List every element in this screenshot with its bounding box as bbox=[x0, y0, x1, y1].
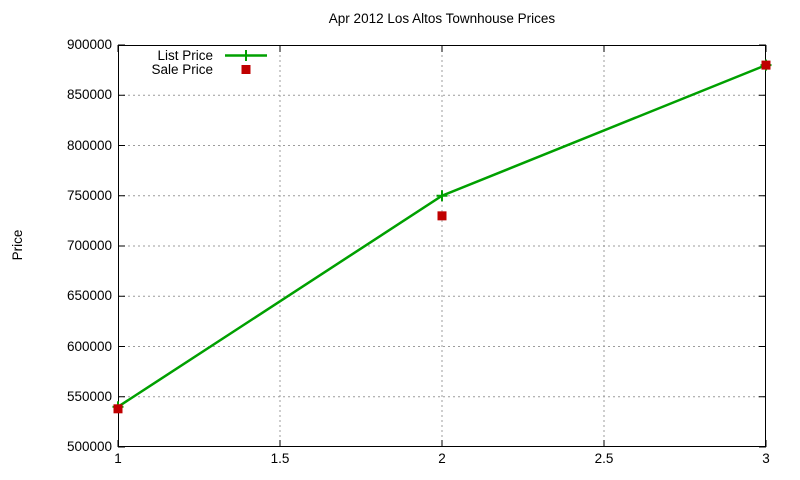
data-point-square bbox=[761, 60, 771, 70]
legend-label-sale-price: Sale Price bbox=[151, 62, 213, 77]
legend-line-plus-sample bbox=[225, 50, 267, 61]
legend-label-list-price: List Price bbox=[157, 48, 213, 63]
plot-area bbox=[112, 44, 772, 448]
y-tick-label: 700000 bbox=[66, 238, 112, 253]
y-tick-label: 550000 bbox=[66, 388, 112, 404]
x-tick-label: 2 bbox=[438, 451, 446, 466]
legend-entry-sale-price: Sale Price bbox=[118, 62, 268, 77]
x-tick-label: 3 bbox=[762, 451, 770, 466]
chart-title: Apr 2012 Los Altos Townhouse Prices bbox=[328, 11, 556, 26]
x-tick-label: 1.5 bbox=[270, 451, 290, 466]
data-point-square bbox=[437, 211, 447, 221]
legend-square bbox=[241, 65, 251, 74]
y-tick-label: 750000 bbox=[66, 187, 112, 203]
y-tick-label: 600000 bbox=[66, 338, 112, 354]
y-tick-label: 800000 bbox=[66, 137, 112, 153]
x-tick-label: 2.5 bbox=[594, 451, 614, 466]
y-tick-label: 650000 bbox=[66, 288, 112, 304]
legend-square-sample bbox=[241, 65, 251, 74]
y-tick-label: 900000 bbox=[66, 37, 112, 52]
y-tick-label: 850000 bbox=[66, 87, 112, 103]
legend-entry-list-price: List Price bbox=[118, 48, 268, 63]
data-point-square bbox=[113, 404, 123, 414]
x-tick-label: 1 bbox=[114, 451, 122, 466]
y-tick-label: 500000 bbox=[66, 439, 112, 454]
